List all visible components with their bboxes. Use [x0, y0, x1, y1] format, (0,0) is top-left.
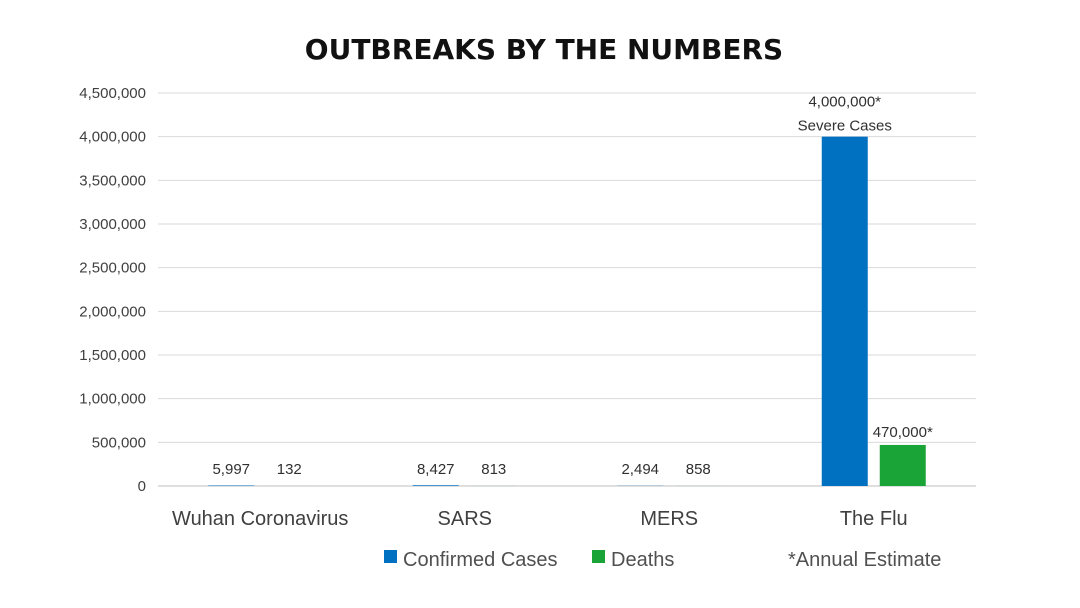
data-label: 8,427 [417, 461, 455, 478]
data-label: 858 [686, 461, 711, 478]
data-label: 813 [481, 461, 506, 478]
x-tick-label: The Flu [840, 508, 908, 530]
legend-label-confirmed-cases: Confirmed Cases [403, 549, 558, 571]
legend-swatch-confirmed-cases [384, 550, 397, 563]
bar-confirmed-cases-the-flu [821, 136, 868, 486]
y-tick-label: 0 [138, 478, 146, 495]
x-tick-label: SARS [438, 508, 492, 530]
data-label-sublabel: Severe Cases [798, 118, 892, 135]
x-tick-label: MERS [640, 508, 698, 530]
data-label: 470,000* [873, 424, 933, 441]
bar-confirmed-cases-sars [412, 485, 459, 486]
data-label: 5,997 [212, 461, 250, 478]
bar-confirmed-cases-wuhan-coronavirus [208, 485, 255, 486]
y-tick-label: 500,000 [92, 434, 146, 451]
bar-deaths-the-flu [879, 444, 926, 486]
y-tick-label: 3,500,000 [79, 172, 146, 189]
x-tick-label: Wuhan Coronavirus [172, 508, 348, 530]
bars [208, 136, 926, 486]
legend: Confirmed Cases Deaths [384, 549, 674, 571]
y-axis-ticks: 0 500,000 1,000,000 1,500,000 2,000,000 2,500… [79, 85, 146, 495]
y-tick-label: 1,500,000 [79, 347, 146, 364]
y-tick-label: 4,500,000 [79, 85, 146, 102]
y-tick-label: 3,000,000 [79, 216, 146, 233]
data-labels: 5,997 132 8,427 813 2,494 858 4,000,000* Severe… [212, 94, 932, 478]
data-label: 4,000,000* [808, 94, 881, 111]
legend-label-deaths: Deaths [611, 549, 674, 571]
gridlines [158, 92, 976, 487]
y-tick-label: 2,000,000 [79, 303, 146, 320]
y-tick-label: 1,000,000 [79, 391, 146, 408]
y-tick-label: 2,500,000 [79, 260, 146, 277]
x-axis-ticks: Wuhan Coronavirus SARS MERS The Flu [172, 508, 908, 530]
data-label: 2,494 [621, 461, 659, 478]
data-label: 132 [277, 461, 302, 478]
annual-estimate-footnote: *Annual Estimate [788, 549, 941, 571]
y-tick-label: 4,000,000 [79, 129, 146, 146]
legend-swatch-deaths [592, 550, 605, 563]
chart-title: OUTBREAKS BY THE NUMBERS [305, 33, 783, 66]
